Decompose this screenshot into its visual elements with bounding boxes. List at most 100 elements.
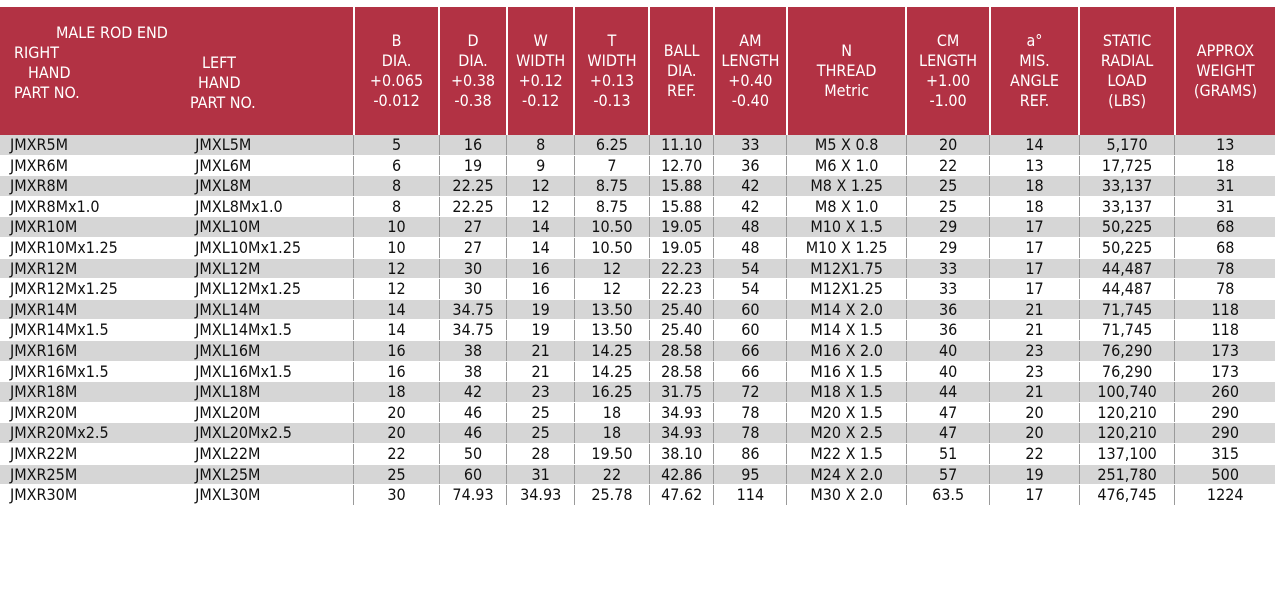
header-line: STATIC (1102, 31, 1152, 50)
cell-w-width: 23 (506, 381, 575, 403)
cell-ball-dia: 34.93 (648, 422, 714, 444)
cell-ball-dia: 22.23 (648, 258, 714, 280)
cell-thread: M20 X 2.5 (786, 422, 907, 444)
cell-left-part-no: JMXL16M (183, 340, 354, 362)
cell-left-part-no: JMXL12M (183, 258, 354, 280)
cell-cm-length: 36 (905, 319, 990, 341)
cell-left-part-no: JMXL18M (183, 381, 354, 403)
cell-static-load: 5,170 (1078, 135, 1175, 156)
cell-left-part-no: JMXL10M (183, 216, 354, 238)
cell-w-width: 14 (506, 216, 575, 238)
cell-d-dia: 27 (438, 237, 507, 259)
header-part-no-title: MALE ROD END (56, 23, 168, 42)
header-ball-dia: BALL DIA. REF. (648, 7, 714, 135)
cell-am-length: 60 (713, 319, 787, 341)
cell-cm-length: 63.5 (905, 484, 990, 506)
cell-am-length: 66 (713, 361, 787, 383)
cell-am-length: 42 (713, 196, 787, 218)
header-t-width: T WIDTH +0.13 -0.13 (573, 7, 650, 135)
cell-thread: M6 X 1.0 (786, 155, 907, 177)
cell-left-part-no: JMXL20Mx2.5 (183, 422, 354, 444)
cell-mis-angle: 23 (989, 361, 1080, 383)
cell-right-part-no: JMXR22M (0, 443, 184, 465)
cell-thread: M10 X 1.25 (786, 237, 907, 259)
cell-thread: M16 X 1.5 (786, 361, 907, 383)
cell-thread: M22 X 1.5 (786, 443, 907, 465)
header-line: (GRAMS) (1193, 81, 1258, 100)
cell-weight: 18 (1174, 155, 1275, 177)
cell-thread: M10 X 1.5 (786, 216, 907, 238)
cell-b-dia: 16 (353, 340, 440, 362)
cell-t-width: 19.50 (573, 443, 650, 465)
cell-d-dia: 38 (438, 340, 507, 362)
cell-w-width: 19 (506, 299, 575, 321)
cell-am-length: 36 (713, 155, 787, 177)
cell-thread: M14 X 2.0 (786, 299, 907, 321)
cell-weight: 173 (1174, 361, 1275, 383)
cell-t-width: 8.75 (573, 175, 650, 197)
header-line: (LBS) (1108, 91, 1147, 110)
header-line: RADIAL (1100, 51, 1154, 70)
cell-left-part-no: JMXL22M (183, 443, 354, 465)
cell-right-part-no: JMXR25M (0, 464, 184, 486)
header-line: LENGTH (919, 51, 978, 70)
cell-left-part-no: JMXL14Mx1.5 (183, 319, 354, 341)
table-row: JMXR8Mx1.0 JMXL8Mx1.0 8 22.25 12 8.75 15.88 42 M… (0, 196, 1275, 218)
cell-left-part-no: JMXL30M (183, 484, 354, 506)
cell-thread: M12X1.25 (786, 278, 907, 300)
cell-w-width: 31 (506, 464, 575, 486)
header-line: WEIGHT (1196, 61, 1255, 80)
cell-mis-angle: 17 (989, 484, 1080, 506)
cell-weight: 290 (1174, 422, 1275, 444)
cell-ball-dia: 25.40 (648, 299, 714, 321)
cell-t-width: 18 (573, 422, 650, 444)
cell-b-dia: 12 (353, 278, 440, 300)
header-line: B (391, 31, 402, 50)
cell-w-width: 19 (506, 319, 575, 341)
cell-mis-angle: 21 (989, 319, 1080, 341)
cell-b-dia: 10 (353, 216, 440, 238)
header-line: CM (936, 31, 960, 50)
table-row: JMXR14Mx1.5 JMXL14Mx1.5 14 34.75 19 13.50 25.4… (0, 319, 1275, 341)
cell-static-load: 50,225 (1078, 216, 1175, 238)
cell-right-part-no: JMXR12Mx1.25 (0, 278, 184, 300)
cell-b-dia: 16 (353, 361, 440, 383)
cell-static-load: 100,740 (1078, 381, 1175, 403)
cell-cm-length: 29 (905, 216, 990, 238)
cell-weight: 68 (1174, 216, 1275, 238)
cell-w-width: 28 (506, 443, 575, 465)
table-row: JMXR6M JMXL6M 6 19 9 7 12.70 36 M6 X 1.0 22 13 17,7… (0, 155, 1275, 177)
cell-am-length: 48 (713, 237, 787, 259)
header-line: +0.38 (450, 71, 496, 90)
table-header: MALE ROD END RIGHT HAND PART NO. LEFT HA… (0, 7, 1275, 135)
cell-right-part-no: JMXR16M (0, 340, 184, 362)
cell-cm-length: 29 (905, 237, 990, 259)
cell-static-load: 33,137 (1078, 196, 1175, 218)
cell-thread: M30 X 2.0 (786, 484, 907, 506)
cell-static-load: 44,487 (1078, 278, 1175, 300)
cell-b-dia: 20 (353, 422, 440, 444)
cell-t-width: 18 (573, 402, 650, 424)
rod-end-spec-table: MALE ROD END RIGHT HAND PART NO. LEFT HA… (0, 7, 1275, 506)
cell-right-part-no: JMXR10M (0, 216, 184, 238)
header-line: +1.00 (926, 71, 971, 90)
cell-d-dia: 46 (438, 422, 507, 444)
cell-ball-dia: 31.75 (648, 381, 714, 403)
cell-t-width: 13.50 (573, 319, 650, 341)
cell-weight: 1224 (1174, 484, 1275, 506)
header-line: a° (1026, 31, 1043, 50)
cell-t-width: 10.50 (573, 216, 650, 238)
cell-t-width: 16.25 (573, 381, 650, 403)
header-line: +0.065 (369, 71, 424, 90)
table-row: JMXR14M JMXL14M 14 34.75 19 13.50 25.40 60 M14 X… (0, 299, 1275, 321)
header-b-dia: B DIA. +0.065 -0.012 (352, 7, 440, 135)
cell-weight: 260 (1174, 381, 1275, 403)
cell-ball-dia: 42.86 (648, 464, 714, 486)
cell-right-part-no: JMXR16Mx1.5 (0, 361, 184, 383)
cell-d-dia: 46 (438, 402, 507, 424)
cell-weight: 290 (1174, 402, 1275, 424)
cell-mis-angle: 18 (989, 196, 1080, 218)
cell-mis-angle: 20 (989, 402, 1080, 424)
cell-thread: M24 X 2.0 (786, 464, 907, 486)
cell-am-length: 54 (713, 278, 787, 300)
